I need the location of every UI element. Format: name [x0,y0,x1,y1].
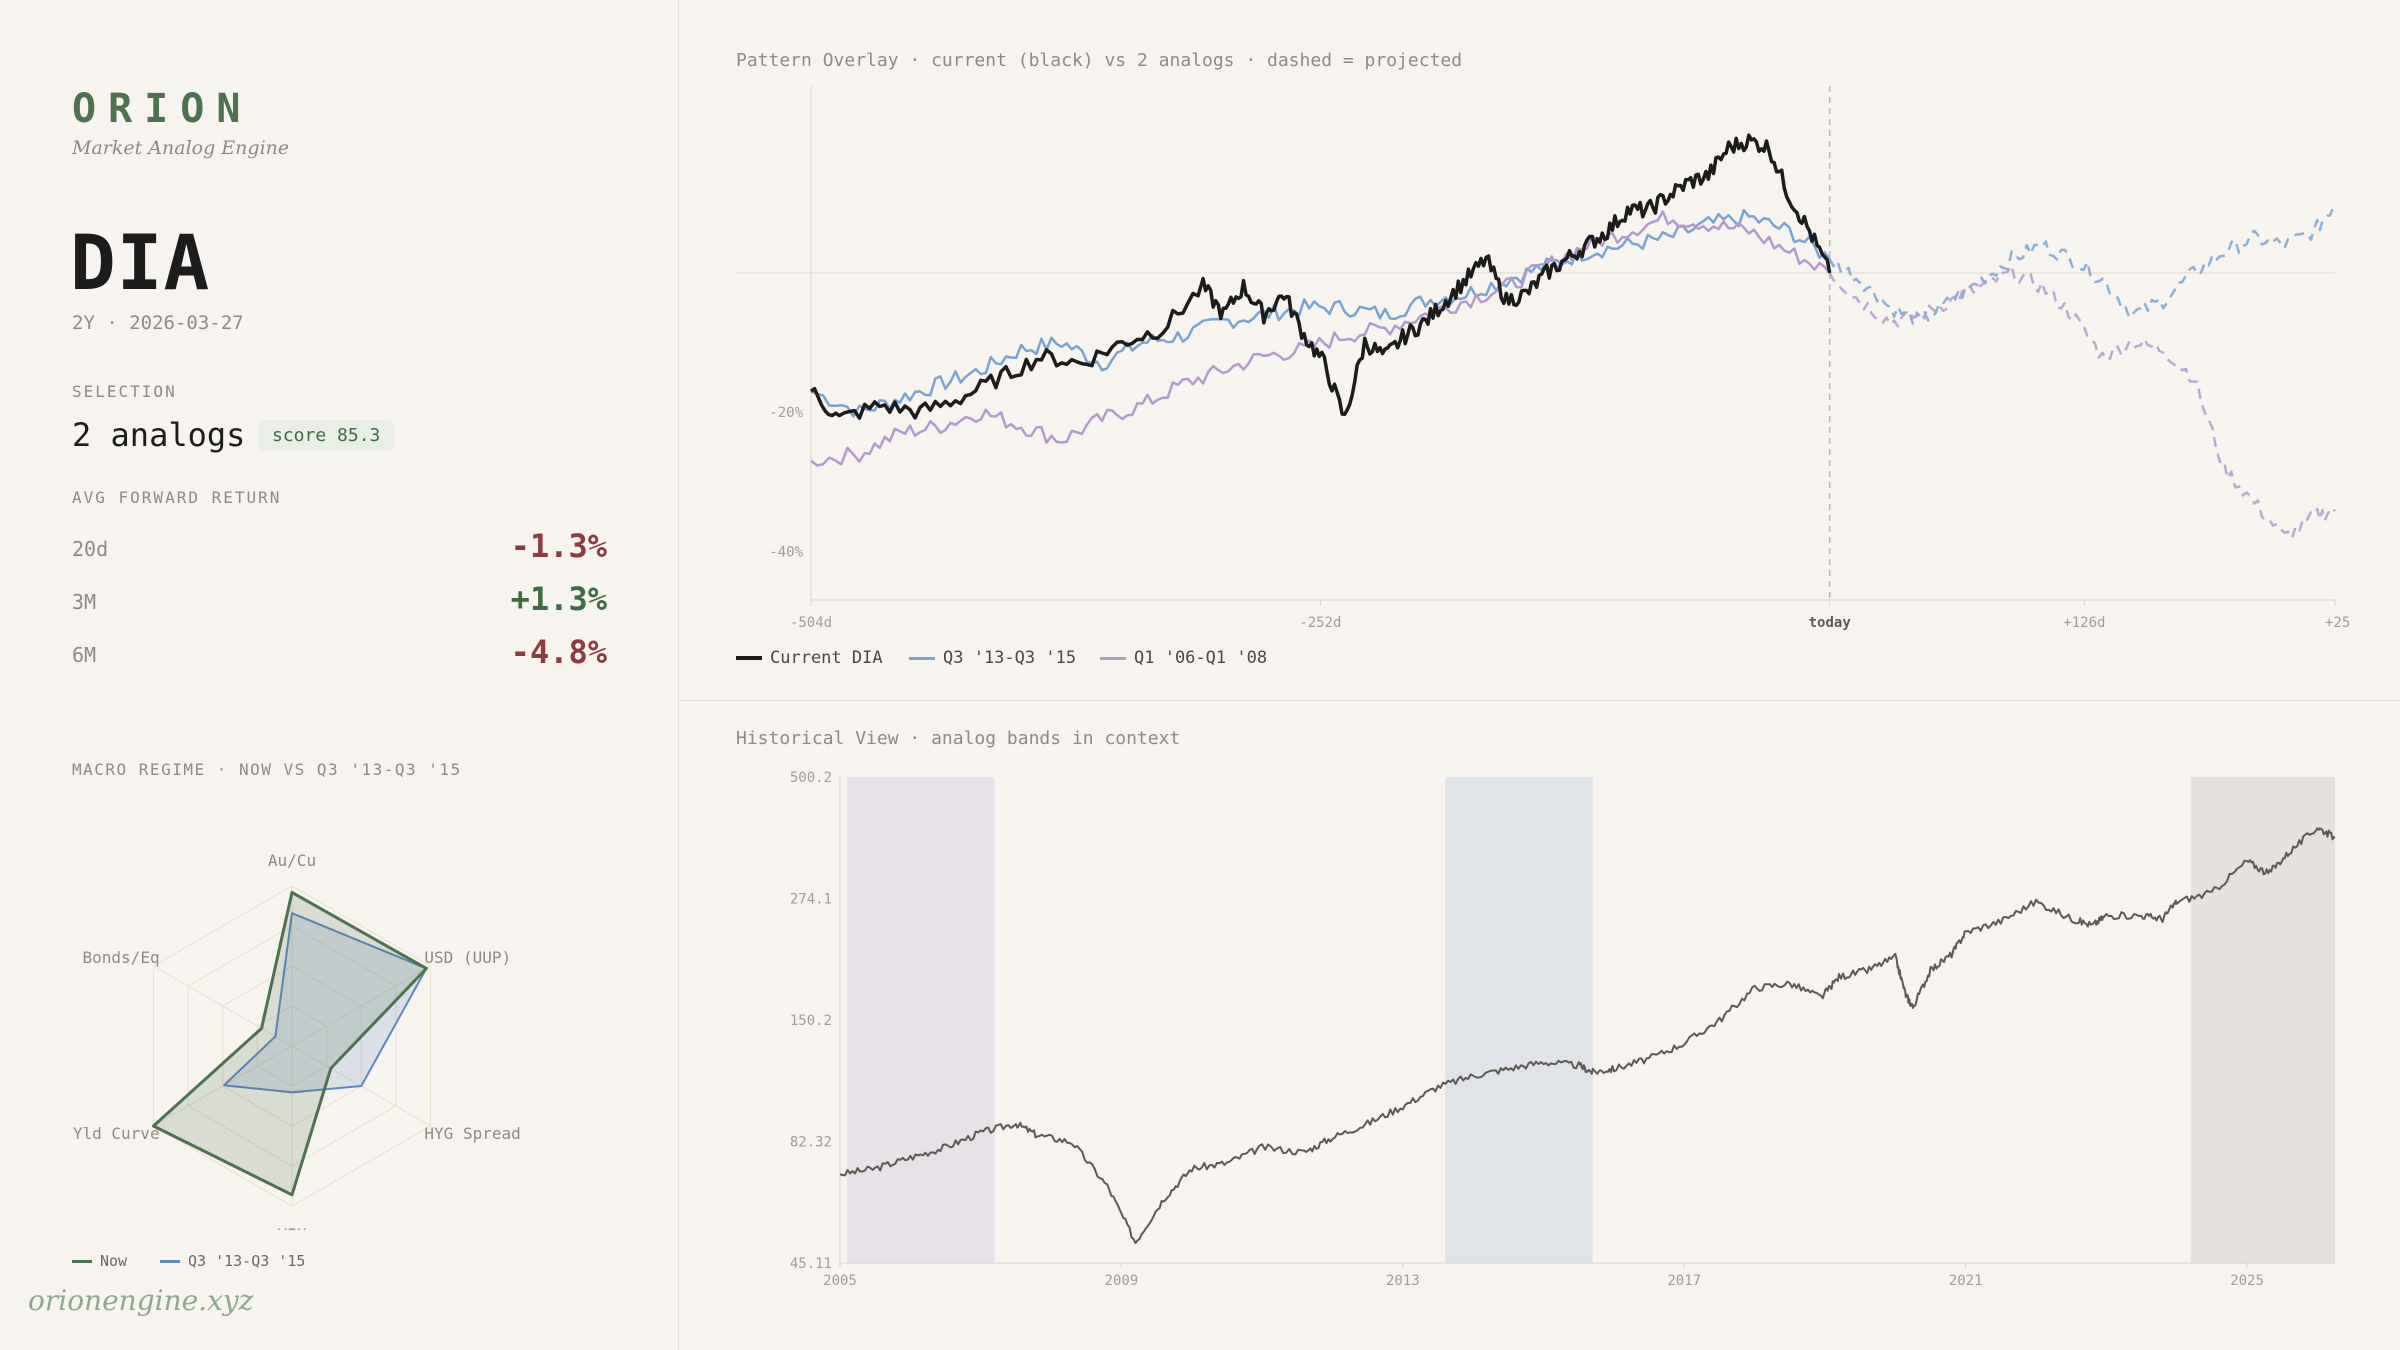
score-badge: score 85.3 [258,420,395,451]
historical-title: Historical View · analog bands in contex… [736,728,1181,749]
overlay-title: Pattern Overlay · current (black) vs 2 a… [736,50,1463,71]
ticker-period: 2Y · 2026-03-27 [72,312,244,334]
ticker-symbol: DIA [70,218,211,307]
hist-x-tick: 2025 [2230,1273,2264,1289]
return-row-6m: 6M -4.8% [72,633,607,673]
overlay-series-q1-06-q1-08 [810,210,1831,467]
pattern-overlay-panel [679,0,2400,701]
legend-label: Current DIA [770,648,883,668]
overlay-series-q3-13-q3-15-projected [1828,202,2337,326]
hist-x-tick: 2005 [823,1273,857,1289]
legend-label: Q1 '06-Q1 '08 [1134,648,1268,668]
radar-spoke [153,1045,293,1127]
legend-swatch [160,1260,180,1263]
overlay-legend-analog-b: Q1 '06-Q1 '08 [1100,648,1267,668]
legend-label: Now [100,1252,128,1270]
hist-y-tick: 45.11 [790,1256,832,1272]
hist-x-tick: 2021 [1949,1273,1983,1289]
legend-swatch [909,656,935,660]
radar-spoke [291,965,431,1047]
return-period: 20d [72,537,109,561]
forward-return-label: AVG FORWARD RETURN [72,488,282,507]
legend-label: Q3 '13-Q3 '15 [943,648,1077,668]
pattern-overlay-chart: -20% -40% -504d -252d today +126d +25 [735,86,2350,631]
return-value: -1.3% [510,527,607,565]
analog-band [2190,777,2335,1263]
hist-y-tick: 274.1 [790,892,832,908]
hist-y-tick: 82.32 [790,1134,832,1150]
overlay-x-tick: +25 [2325,615,2350,631]
overlay-x-tick: -504d [790,615,832,631]
hist-x-tick: 2013 [1386,1273,1420,1289]
hist-price-line [839,827,2336,1245]
overlay-y-tick: -40% [769,544,803,560]
overlay-legend-current: Current DIA [736,648,883,668]
radar-spoke [153,965,293,1047]
legend-label: Q3 '13-Q3 '15 [188,1252,306,1270]
overlay-y-tick: -20% [769,405,803,421]
return-period: 3M [72,590,97,614]
selection-label: SELECTION [72,382,177,401]
return-row-3m: 3M +1.3% [72,580,607,620]
legend-swatch [72,1260,92,1263]
radar-axis-label: Yld Curve [73,1124,160,1143]
footer-domain[interactable]: orionengine.xyz [28,1284,254,1317]
brand-logo: ORION [72,86,253,132]
radar-axis-label: HYG Spread [424,1124,520,1143]
radar-axis-label: Au/Cu [268,851,316,870]
radar-legend-compare: Q3 '13-Q3 '15 [160,1252,305,1270]
radar-axis-label: Bonds/Eq [83,948,160,967]
hist-y-tick: 150.2 [790,1013,832,1029]
radar-legend-now: Now [72,1252,127,1270]
overlay-x-tick: +126d [2063,615,2105,631]
return-value: -4.8% [510,633,607,671]
hist-x-tick: 2009 [1105,1273,1139,1289]
historical-view-chart: 45.11 82.32 150.2 274.1 500.2 2005 2009 2013 201… [790,770,2336,1289]
overlay-series-q1-06-q1-08-projected [1828,264,2336,540]
hist-x-tick: 2017 [1667,1273,1701,1289]
return-period: 6M [72,643,97,667]
sidebar: ORION Market Analog Engine DIA 2Y · 2026… [0,0,679,1350]
overlay-series-q3-13-q3-15 [810,208,1831,418]
overlay-series-current-dia [809,133,1832,420]
selection-value: 2 analogs [72,416,246,454]
return-value: +1.3% [510,580,607,618]
return-row-20d: 20d -1.3% [72,527,607,567]
brand-subtitle: Market Analog Engine [72,137,290,159]
radar-title: MACRO REGIME · NOW VS Q3 '13-Q3 '15 [72,760,462,779]
radar-axis-label: USD (UUP) [424,948,511,967]
overlay-legend-analog-a: Q3 '13-Q3 '15 [909,648,1076,668]
macro-radar-chart: Au/Cu USD (UUP) HYG Spread VIX Yld Curve Bond… [73,851,521,1230]
overlay-x-tick: today [1809,615,1852,631]
radar-axis-label: VIX [278,1225,307,1230]
legend-swatch [736,656,762,660]
legend-swatch [1100,656,1126,660]
hist-y-tick: 500.2 [790,770,832,786]
radar-series-now [151,890,428,1197]
analog-band [1445,777,1593,1263]
overlay-x-tick: -252d [1299,615,1341,631]
analog-band [847,777,995,1263]
